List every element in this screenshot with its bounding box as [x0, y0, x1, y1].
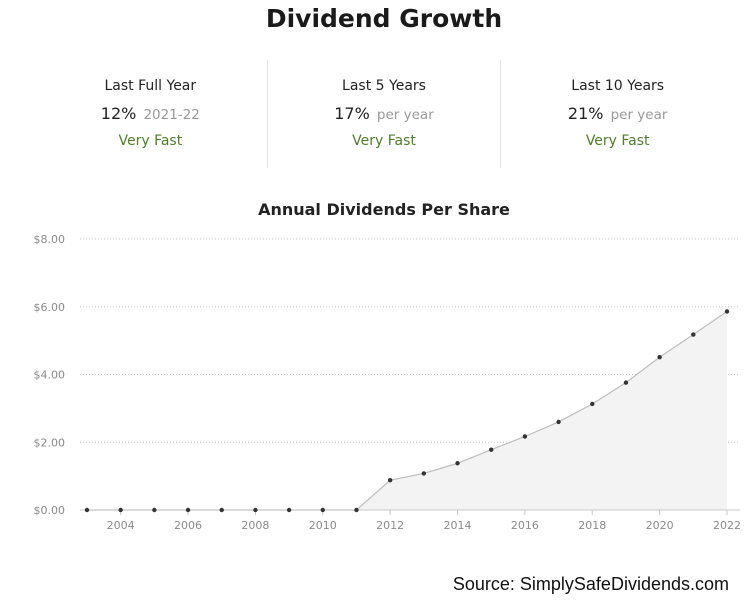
data-point: [286, 507, 292, 513]
stat-last-5-years: Last 5 Years 17% per year Very Fast: [266, 60, 501, 168]
chart-title: Annual Dividends Per Share: [258, 200, 510, 219]
stat-value: 17%: [334, 104, 370, 123]
x-tick-label: 2020: [646, 519, 674, 532]
y-tick-label: $0.00: [34, 504, 66, 517]
x-tick-label: 2014: [444, 519, 472, 532]
data-point: [354, 507, 359, 513]
x-tick-label: 2004: [107, 519, 135, 532]
stat-value: 12%: [100, 104, 137, 123]
stat-value: 21%: [567, 104, 604, 123]
stat-last-10-years: Last 10 Years 21% per year Very Fast: [500, 60, 734, 168]
data-point: [421, 471, 427, 476]
annual-dividends-chart: $0.00 $2.00 $4.00 $6.00 $8.00 2004 2006 2008 201…: [34, 233, 742, 532]
x-tick-label: 2006: [174, 519, 202, 532]
data-point: [489, 447, 494, 452]
data-point: [623, 380, 629, 385]
stat-rating: Very Fast: [118, 133, 183, 149]
y-tick-label: $2.00: [34, 436, 66, 449]
stat-label: Last 10 Years: [571, 78, 665, 94]
data-point: [590, 401, 595, 407]
stat-sub: 2021-22: [143, 107, 200, 123]
stat-value-row: 12% 2021-22: [34, 104, 267, 125]
data-point: [118, 507, 123, 513]
data-point: [219, 507, 224, 513]
stat-value-row: 17% per year: [268, 104, 501, 125]
y-tick-label: $4.00: [34, 369, 66, 382]
stat-rating: Very Fast: [585, 133, 650, 149]
stat-sub: per year: [610, 107, 668, 123]
data-point: [556, 419, 561, 425]
stat-last-full-year: Last Full Year 12% 2021-22 Very Fast: [34, 60, 267, 168]
data-point: [691, 332, 696, 337]
stat-label: Last Full Year: [104, 78, 197, 94]
data-point: [724, 309, 730, 314]
x-tick-label: 2022: [713, 519, 741, 532]
series-area: [87, 311, 727, 510]
data-point: [387, 477, 393, 483]
y-tick-label: $8.00: [34, 233, 66, 246]
data-point: [522, 434, 528, 439]
stat-rating: Very Fast: [352, 133, 416, 149]
data-point: [84, 507, 90, 513]
y-tick-label: $6.00: [34, 301, 66, 314]
x-tick-label: 2010: [309, 519, 337, 532]
x-tick-label: 2016: [511, 519, 539, 532]
stat-value-row: 21% per year: [501, 104, 734, 125]
data-point: [185, 507, 191, 513]
x-tick-label: 2018: [578, 519, 606, 532]
data-point: [657, 355, 662, 360]
page-title: Dividend Growth: [265, 4, 503, 33]
data-point: [455, 461, 460, 466]
stat-sub: per year: [376, 107, 434, 123]
dividend-growth-stats: Last Full Year 12% 2021-22 Very Fast Las…: [34, 60, 734, 168]
stat-label: Last 5 Years: [342, 78, 426, 94]
data-point: [320, 507, 325, 513]
data-point: [152, 507, 157, 513]
data-point: [253, 507, 258, 513]
x-tick-label: 2008: [241, 519, 269, 532]
source-credit: Source: SimplySafeDividends.com: [452, 574, 729, 594]
x-tick-label: 2012: [376, 519, 404, 532]
